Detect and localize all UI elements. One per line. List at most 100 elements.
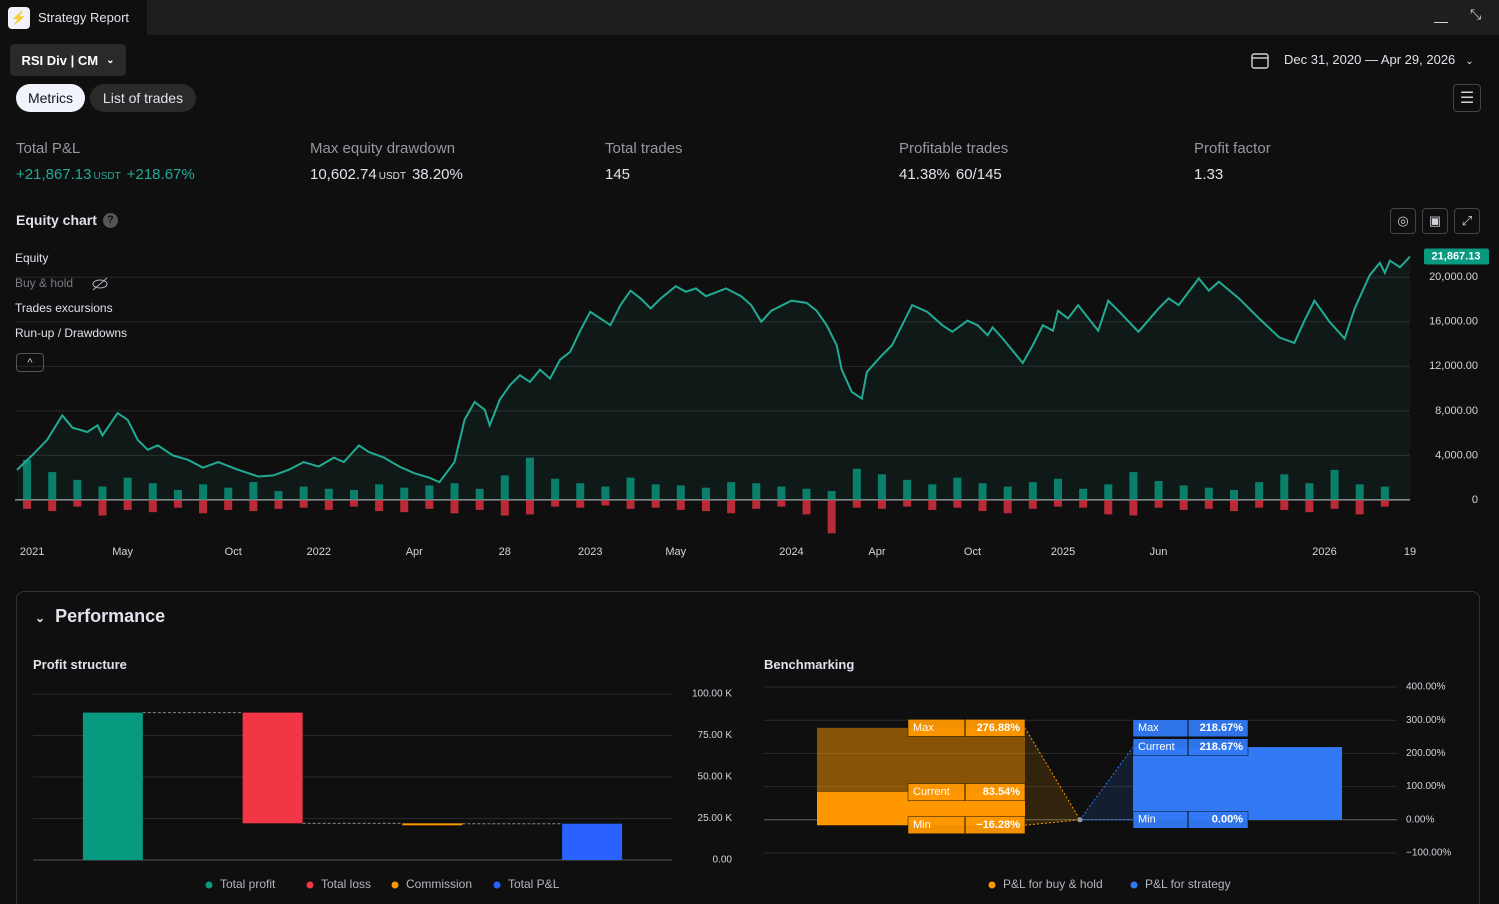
x-tick-label: 2022 — [306, 546, 330, 558]
drawdown-bar — [1003, 499, 1012, 514]
settings-button[interactable]: ◎ — [1390, 208, 1416, 234]
runup-bar — [626, 477, 635, 500]
runup-bar — [500, 475, 509, 500]
drawdown-bar — [1355, 499, 1364, 515]
bench-funnel — [1025, 727, 1080, 826]
runup-bar — [148, 483, 157, 500]
drawdown-bar — [1104, 499, 1113, 515]
metric-value: 10,602.74 USDT 38.20% — [310, 166, 463, 183]
runup-bar — [852, 468, 861, 500]
drawdown-bar — [48, 499, 57, 512]
drawdown-bar — [576, 499, 585, 508]
drawdown-bar — [1129, 499, 1138, 516]
drawdown-bar — [475, 499, 484, 510]
runup-bar — [777, 486, 786, 500]
runup-bar — [475, 488, 484, 500]
last-value-label: 21,867.13 — [1432, 250, 1481, 262]
y-tick-label: 200.00% — [1406, 748, 1446, 759]
drawdown-bar — [601, 499, 610, 506]
runup-bar — [299, 486, 308, 500]
drawdown-bar — [324, 499, 333, 510]
drawdown-bar — [903, 499, 912, 507]
runup-bar — [249, 482, 258, 500]
restore-button[interactable]: ⤡ — [1470, 6, 1482, 22]
runup-bar — [224, 487, 233, 500]
legend-label: P&L for strategy — [1145, 877, 1231, 891]
tab-trades[interactable]: List of trades — [90, 84, 196, 112]
runup-bar — [1079, 488, 1088, 500]
drawdown-bar — [525, 499, 534, 515]
performance-header[interactable]: ⌄ Performance — [35, 606, 165, 627]
bench-label-box — [1132, 811, 1249, 829]
x-tick-label: 2026 — [1312, 546, 1336, 558]
minimize-button[interactable] — [1434, 10, 1448, 23]
x-tick-label: May — [665, 546, 686, 558]
y-tick-label: 0 — [1472, 494, 1478, 506]
x-tick-label: Oct — [225, 546, 242, 558]
bench-field-value: 276.88% — [977, 722, 1021, 734]
runup-bar — [1104, 484, 1113, 500]
performance-panel — [16, 591, 1480, 904]
tab-metrics[interactable]: Metrics — [16, 84, 85, 112]
runup-bar — [1355, 484, 1364, 500]
legend-label: Total loss — [321, 877, 371, 891]
runup-bar — [525, 457, 534, 500]
drawdown-bar — [953, 499, 962, 508]
runup-bar — [953, 477, 962, 500]
window-tab[interactable]: ⚡ Strategy Report — [0, 0, 147, 35]
collapse-legend[interactable]: ^ — [16, 353, 44, 372]
legend-label: Total P&L — [508, 877, 560, 891]
runup-bar — [601, 486, 610, 500]
fullscreen-button[interactable]: ⤢ — [1454, 208, 1480, 234]
metric-value: 145 — [605, 166, 630, 183]
bench-dash — [1024, 727, 1081, 821]
bench-field-name: Current — [1138, 741, 1175, 753]
date-range-text: Dec 31, 2020 — Apr 29, 2026 — [1284, 52, 1456, 67]
bench-dash — [1079, 746, 1134, 821]
x-tick-label: Oct — [964, 546, 981, 558]
runup-bar — [425, 485, 434, 500]
y-tick-label: 100.00 K — [692, 689, 732, 700]
y-tick-label: 4,000.00 — [1435, 449, 1478, 461]
strategy-selector[interactable]: RSI Div | CM ⌄ — [10, 44, 126, 76]
y-tick-label: 25.00 K — [698, 813, 733, 824]
drawdown-bar — [1079, 499, 1088, 508]
drawdown-bar — [173, 499, 182, 508]
drawdown-bar — [1204, 499, 1213, 509]
equity-title: Equity chart ? — [16, 212, 118, 228]
runup-bar — [651, 484, 660, 500]
x-tick-label: May — [112, 546, 133, 558]
metric-value: 1.33 — [1194, 166, 1223, 183]
runup-bar — [98, 486, 107, 500]
tab-label: List of trades — [102, 90, 184, 106]
metric-label: Profitable trades — [899, 140, 1009, 157]
calendar-icon[interactable] — [1250, 50, 1270, 70]
chevron: ⌄ — [106, 54, 115, 66]
y-tick-label: 400.00% — [1406, 682, 1446, 693]
runup-bar — [23, 459, 32, 500]
runup-bar — [199, 484, 208, 500]
drawdown-bar — [1053, 499, 1062, 507]
runup-bar — [1330, 469, 1339, 500]
y-tick-label: 8,000.00 — [1435, 405, 1478, 417]
legend-dot — [988, 881, 996, 889]
bench-field-value: 218.67% — [1200, 722, 1244, 734]
metric-label: Max equity drawdown — [310, 140, 456, 157]
y-tick-label: 20,000.00 — [1429, 271, 1478, 283]
date-range[interactable]: Dec 31, 2020 — Apr 29, 2026 ⌄ — [1284, 52, 1474, 67]
metric-value: 41.38% 60/145 — [899, 166, 1002, 183]
metric-unit: USDT — [93, 171, 121, 182]
drawdown-bar — [148, 499, 157, 513]
snapshot-button[interactable]: ▣ — [1422, 208, 1448, 234]
runup-bar — [676, 485, 685, 500]
runup-bar — [1380, 486, 1389, 500]
metric-label: Profit factor — [1194, 140, 1271, 157]
bench-field-value: 218.67% — [1200, 741, 1244, 753]
legend-dot — [205, 881, 213, 889]
help-icon[interactable]: ? — [102, 212, 118, 228]
runup-bar — [1028, 482, 1037, 500]
menu-button[interactable]: ☰ — [1453, 84, 1481, 112]
runup-bar — [752, 483, 761, 500]
drawdown-bar — [274, 499, 283, 509]
